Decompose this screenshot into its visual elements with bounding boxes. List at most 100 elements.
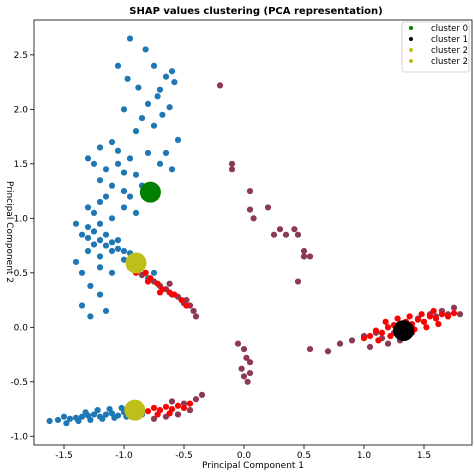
- data-point: [306, 346, 314, 353]
- data-point: [87, 416, 94, 424]
- data-point: [99, 415, 106, 422]
- data-point: [96, 253, 104, 260]
- data-point: [387, 332, 394, 340]
- data-point: [144, 100, 152, 108]
- data-point: [120, 204, 128, 211]
- data-point: [162, 73, 170, 80]
- data-point: [114, 147, 122, 154]
- data-point: [96, 177, 104, 184]
- data-point: [240, 346, 248, 353]
- data-point: [183, 302, 190, 309]
- data-point: [118, 404, 125, 412]
- y-tick-label: 0.0: [14, 323, 29, 333]
- data-point: [360, 335, 368, 342]
- data-point: [180, 400, 188, 407]
- data-point: [418, 311, 425, 318]
- x-tick-label: -1.5: [55, 451, 73, 461]
- data-point: [174, 136, 182, 143]
- data-point: [276, 226, 284, 233]
- data-point: [394, 315, 401, 322]
- y-tick-label: 2.5: [14, 51, 28, 61]
- data-point: [46, 417, 53, 425]
- data-point: [114, 62, 122, 69]
- data-point: [246, 187, 254, 195]
- data-point: [102, 411, 110, 418]
- x-tick-label: 1.0: [357, 451, 372, 461]
- data-point: [336, 340, 344, 347]
- data-point: [174, 402, 182, 409]
- data-point: [120, 106, 128, 113]
- data-point: [154, 93, 161, 100]
- cluster-center-marker: [393, 320, 415, 342]
- data-point: [108, 239, 116, 246]
- cluster-centers-layer: [124, 181, 415, 421]
- data-point: [144, 149, 152, 157]
- data-point: [348, 337, 356, 344]
- data-point: [102, 242, 110, 249]
- data-point: [156, 289, 164, 296]
- y-tick-label: 0.5: [14, 269, 28, 279]
- data-point: [84, 247, 92, 255]
- data-point: [444, 313, 452, 320]
- y-axis-label: Principal Component 2: [4, 181, 14, 283]
- data-point: [120, 169, 128, 176]
- data-point: [120, 187, 128, 195]
- data-point: [87, 313, 94, 320]
- data-point: [102, 231, 110, 238]
- data-point: [108, 182, 116, 189]
- data-point: [171, 291, 178, 298]
- data-point: [102, 193, 110, 200]
- data-point: [228, 160, 236, 167]
- data-point: [108, 138, 116, 146]
- data-point: [75, 417, 82, 425]
- data-point: [178, 296, 185, 304]
- data-point: [132, 128, 140, 135]
- data-point: [96, 237, 104, 244]
- data-point: [150, 62, 158, 69]
- y-axis: -1.0 -0.5 0.0 0.5 1.0 1.5 2.0 2.5: [10, 51, 34, 442]
- data-point: [166, 280, 173, 287]
- data-point: [90, 160, 98, 167]
- data-point: [159, 111, 166, 118]
- data-point: [142, 46, 149, 53]
- data-point: [150, 122, 158, 129]
- data-point: [142, 269, 149, 276]
- data-point: [234, 340, 242, 347]
- data-point: [63, 420, 70, 427]
- data-point: [168, 166, 176, 173]
- data-point: [144, 408, 152, 415]
- data-point: [162, 403, 170, 410]
- data-point: [171, 79, 178, 86]
- y-tick-label: 1.5: [14, 160, 28, 170]
- data-point: [60, 413, 68, 420]
- data-point: [84, 155, 92, 162]
- data-point: [102, 166, 110, 173]
- data-point: [84, 234, 92, 242]
- data-point: [238, 365, 245, 372]
- data-point: [180, 404, 188, 412]
- data-point: [168, 68, 176, 75]
- data-point: [82, 409, 89, 416]
- data-point: [135, 84, 142, 91]
- legend-label: cluster 1: [431, 35, 468, 45]
- data-point: [294, 231, 302, 238]
- data-point: [84, 204, 92, 211]
- chart-title: SHAP values clustering (PCA representati…: [129, 6, 382, 17]
- points-layer: [46, 35, 464, 427]
- data-point: [246, 206, 254, 213]
- data-point: [435, 320, 442, 328]
- legend-marker: [409, 59, 413, 63]
- data-point: [186, 407, 194, 414]
- data-point: [291, 226, 298, 233]
- data-point: [438, 311, 446, 318]
- data-point: [240, 373, 248, 380]
- data-point: [120, 247, 128, 255]
- data-point: [264, 204, 272, 211]
- data-point: [294, 278, 302, 285]
- cluster-center-marker: [139, 181, 161, 203]
- data-point: [114, 160, 122, 167]
- data-point: [198, 391, 206, 398]
- data-point: [450, 310, 458, 317]
- data-point: [90, 411, 98, 418]
- data-point: [94, 407, 101, 414]
